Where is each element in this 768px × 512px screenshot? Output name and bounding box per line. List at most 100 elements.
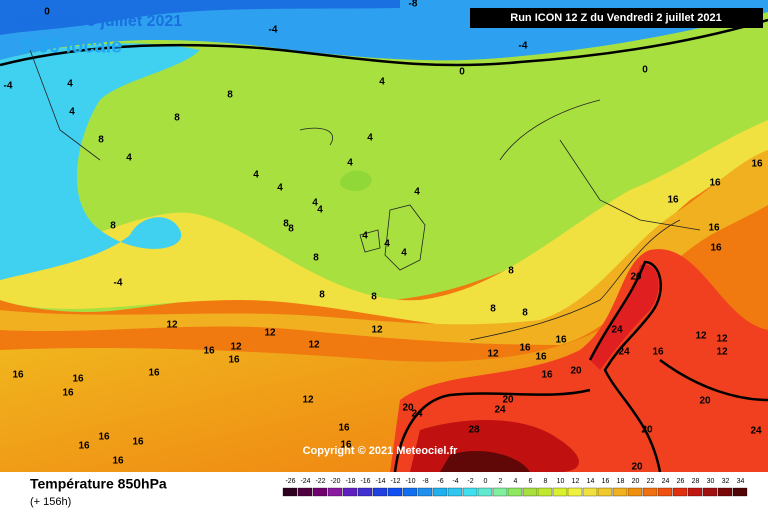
contour-label: 8 (522, 308, 528, 319)
contour-label: 16 (535, 352, 547, 363)
scale-swatch (297, 487, 313, 497)
lead-time: (+ 156h) (30, 496, 71, 508)
title-date: Vendredi 9 juillet 2021 (15, 13, 182, 30)
contour-label: 0 (642, 65, 648, 76)
scale-swatch (612, 487, 628, 497)
contour-label: 4 (401, 248, 407, 259)
contour-label: 24 (494, 405, 506, 416)
scale-label: 4 (514, 478, 518, 485)
contour-label: 12 (166, 320, 178, 331)
scale-label: -6 (437, 478, 443, 485)
scale-label: 12 (572, 478, 580, 485)
contour-label: -4 (114, 278, 123, 289)
contour-label: 16 (98, 432, 110, 443)
contour-label: 8 (508, 266, 514, 277)
scale-label: 18 (617, 478, 625, 485)
contour-label: 8 (227, 90, 233, 101)
contour-label: 0 (459, 67, 465, 78)
contour-label: 4 (253, 170, 259, 181)
contour-label: 20 (630, 272, 642, 283)
contour-label: 8 (371, 292, 377, 303)
contour-label: 4 (69, 107, 75, 118)
contour-label: 8 (98, 135, 104, 146)
scale-swatch (462, 487, 478, 497)
contour-label: 12 (371, 325, 383, 336)
scale-swatch (357, 487, 373, 497)
scale-swatch (687, 487, 703, 497)
contour-label: 16 (667, 195, 679, 206)
scale-swatch (342, 487, 358, 497)
scale-swatch (492, 487, 508, 497)
scale-label: 26 (677, 478, 685, 485)
contour-label: 16 (148, 368, 160, 379)
contour-label: 4 (347, 158, 353, 169)
scale-label: -16 (360, 478, 370, 485)
contour-label: 16 (710, 243, 722, 254)
scale-label: -24 (300, 478, 310, 485)
contour-label: 16 (338, 423, 350, 434)
scale-swatch (327, 487, 343, 497)
map-fields (0, 0, 768, 473)
scale-label: -4 (452, 478, 458, 485)
scale-label: 2 (499, 478, 503, 485)
contour-label: 16 (751, 159, 763, 170)
contour-label: 12 (264, 328, 276, 339)
title-time: 2:00 locale (20, 35, 122, 57)
contour-label: 4 (414, 187, 420, 198)
contour-label: 20 (641, 425, 653, 436)
contour-label: 12 (302, 395, 314, 406)
contour-label: 16 (709, 178, 721, 189)
contour-label: 4 (126, 153, 132, 164)
contour-label: 24 (611, 325, 623, 336)
contour-label: -4 (519, 41, 528, 52)
contour-label: 16 (519, 343, 531, 354)
contour-label: 16 (228, 355, 240, 366)
scale-label: 34 (737, 478, 745, 485)
run-box (470, 8, 763, 28)
contour-label: 8 (490, 304, 496, 315)
scale-swatch (657, 487, 673, 497)
contour-label: -4 (269, 25, 278, 36)
contour-label: 8 (313, 253, 319, 264)
contour-label: 12 (716, 334, 728, 345)
contour-label: 12 (695, 331, 707, 342)
contour-label: 12 (230, 342, 242, 353)
scale-swatch (597, 487, 613, 497)
color-scale: -26 -24 -22 -20 -18 -16 -14 -12 -10 -8 -6 -4 -2 0 2 4 6 8… (282, 478, 748, 497)
scale-swatch (537, 487, 553, 497)
contour-label: 4 (277, 183, 283, 194)
contour-label: 16 (340, 440, 352, 451)
contour-label: 16 (555, 335, 567, 346)
scale-swatch (312, 487, 328, 497)
contour-label: 4 (362, 231, 368, 242)
contour-label: 4 (317, 205, 323, 216)
scale-label: 30 (707, 478, 715, 485)
scale-label: 16 (602, 478, 610, 485)
scale-swatch (282, 487, 298, 497)
contour-label: 4 (379, 77, 385, 88)
scale-swatch (507, 487, 523, 497)
contour-label: 16 (541, 370, 553, 381)
run-info: Run ICON 12 Z du Vendredi 2 juillet 2021 (510, 12, 722, 24)
scale-label: -26 (285, 478, 295, 485)
scale-label: -18 (345, 478, 355, 485)
scale-swatch (552, 487, 568, 497)
scale-label: 6 (529, 478, 533, 485)
scale-swatch (432, 487, 448, 497)
scale-swatch (672, 487, 688, 497)
copyright: Copyright © 2021 Meteociel.fr (303, 445, 459, 457)
contour-label: 16 (72, 374, 84, 385)
contour-label: 20 (502, 395, 514, 406)
scale-label: 28 (692, 478, 700, 485)
scale-swatch (642, 487, 658, 497)
contour-label: 28 (468, 425, 480, 436)
scale-swatch (447, 487, 463, 497)
contour-label: 4 (367, 133, 373, 144)
contour-label: 20 (570, 366, 582, 377)
scale-label: 10 (557, 478, 565, 485)
scale-swatch (387, 487, 403, 497)
contour-label: 16 (112, 456, 124, 467)
scale-label: 32 (722, 478, 730, 485)
